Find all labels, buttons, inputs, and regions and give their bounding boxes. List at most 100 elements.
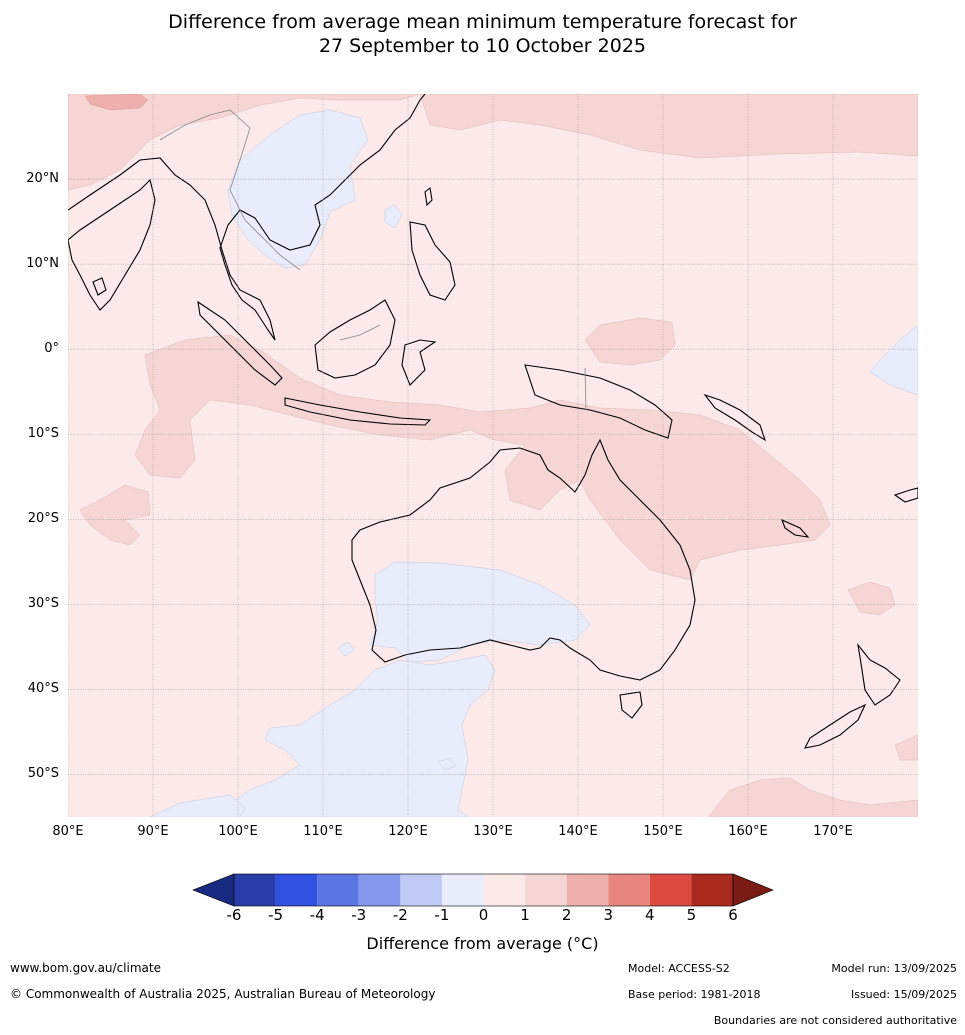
anomaly-minus1-0-regions: [149, 109, 918, 817]
new-zealand-south: [804, 703, 867, 749]
longitude-label: 100°E: [218, 824, 258, 839]
colorbar-bin: [358, 874, 401, 906]
footer-model: Model: ACCESS-S2: [628, 962, 730, 975]
colorbar-over-arrow: [732, 873, 774, 907]
colorbar-tick-label: -5: [268, 906, 284, 924]
region-small-spot-1: [337, 641, 355, 657]
region-indian-ocean-east: [134, 334, 831, 581]
sulawesi-outline: [401, 339, 437, 386]
title-line-2: 27 September to 10 October 2025: [318, 35, 647, 57]
border-png: [584, 367, 587, 411]
latitude-label: 10°S: [27, 426, 59, 442]
sri-lanka-outline: [92, 277, 107, 296]
new-zealand-north: [857, 643, 901, 706]
region-india-china: [68, 94, 421, 191]
border-borneo: [339, 324, 381, 341]
footer-base-period: Base period: 1981-2018: [628, 988, 761, 1001]
colorbar-bin: [566, 874, 609, 906]
colorbar-tick-label: 4: [645, 906, 655, 924]
colorbar: [192, 873, 774, 907]
latitude-label: 40°S: [27, 681, 59, 697]
footer-copyright: © Commonwealth of Australia 2025, Austra…: [10, 987, 436, 1001]
colorbar-bin: [483, 874, 526, 906]
footer-issued: Issued: 15/09/2025: [850, 988, 957, 1001]
colorbar-tick-label: -2: [392, 906, 408, 924]
colorbar-tick-label: -6: [226, 906, 242, 924]
longitude-label: 170°E: [813, 824, 853, 839]
region-southern-australia: [369, 561, 591, 663]
region-southern-ocean: [234, 654, 496, 817]
longitude-label: 80°E: [52, 824, 84, 839]
longitude-label: 90°E: [137, 824, 169, 839]
colorbar-bin: [441, 874, 484, 906]
colorbar-bin: [608, 874, 650, 906]
colorbar-bin: [317, 874, 359, 906]
colorbar-tick-label: -4: [309, 906, 325, 924]
sumatra-outline: [197, 300, 283, 386]
region-indian-ocean-west: [79, 484, 151, 546]
colorbar-tick-label: 0: [478, 906, 489, 924]
taiwan-outline: [424, 186, 433, 207]
colorbar-tick-label: 6: [728, 906, 738, 924]
region-small-spot-2: [437, 757, 457, 771]
colorbar-tick-label: 3: [603, 906, 614, 924]
colorbar-bin: [525, 874, 567, 906]
colorbar-bin: [649, 874, 692, 906]
title-line-1: Difference from average mean minimum tem…: [168, 11, 797, 33]
fiji-islands: [893, 487, 918, 503]
longitude-label: 140°E: [558, 824, 598, 839]
colorbar-tick-label: 2: [561, 906, 572, 924]
latitude-label: 20°N: [26, 171, 59, 187]
region-south-china-sea-spot: [384, 204, 403, 229]
new-guinea-outline: [524, 364, 673, 439]
country-borders: [159, 109, 587, 411]
colorbar-label: Difference from average (°C): [366, 934, 599, 953]
region-equatorial-pacific: [584, 317, 676, 366]
region-north-pacific: [419, 94, 918, 159]
region-indochina: [227, 109, 369, 269]
colorbar-bin: [275, 874, 318, 906]
java-outline: [284, 397, 432, 426]
longitude-label: 110°E: [303, 824, 343, 839]
region-east-pacific: [869, 324, 918, 396]
region-west-southern-ocean: [149, 794, 246, 817]
latitude-label: 30°S: [27, 596, 59, 612]
colorbar-bin: [691, 874, 733, 906]
longitude-label: 130°E: [473, 824, 513, 839]
colorbar-tick-label: -3: [351, 906, 367, 924]
latitude-label: 10°N: [26, 256, 59, 272]
region-southern-pacific: [707, 777, 918, 817]
colorbar-frame: [233, 873, 734, 907]
coastlines: [68, 94, 918, 749]
colorbar-tick-label: -1: [434, 906, 450, 924]
footer-model-run: Model run: 13/09/2025: [831, 962, 957, 975]
australia-outline: [351, 438, 696, 681]
india-outline: [68, 178, 156, 311]
latitude-label: 50°S: [27, 766, 59, 782]
colorbar-under-arrow: [192, 873, 235, 907]
latitude-label: 0°: [44, 341, 59, 357]
new-caledonia: [781, 518, 810, 538]
colorbar-bin: [400, 874, 442, 906]
colorbar-tick-label: 5: [686, 906, 697, 924]
anomaly-1-2-regions: [68, 94, 918, 817]
border-indochina: [159, 109, 301, 271]
longitude-label: 160°E: [728, 824, 768, 839]
region-nz-east: [894, 734, 918, 761]
region-tibet: [84, 94, 149, 111]
asia-mainland: [68, 94, 426, 341]
map-title: Difference from average mean minimum tem…: [0, 10, 965, 58]
graticule: [68, 94, 918, 817]
colorbar-tick-label: 1: [520, 906, 530, 924]
borneo-outline: [314, 299, 396, 379]
region-tasman: [847, 581, 896, 616]
colorbar-bin: [234, 874, 276, 906]
map-plot-area: [68, 94, 918, 817]
footer-disclaimer: Boundaries are not considered authoritat…: [713, 1014, 957, 1027]
tasmania-outline: [619, 691, 643, 719]
longitude-label: 150°E: [643, 824, 683, 839]
footer-website[interactable]: www.bom.gov.au/climate: [10, 961, 161, 975]
longitude-label: 120°E: [388, 824, 428, 839]
latitude-label: 20°S: [27, 511, 59, 527]
